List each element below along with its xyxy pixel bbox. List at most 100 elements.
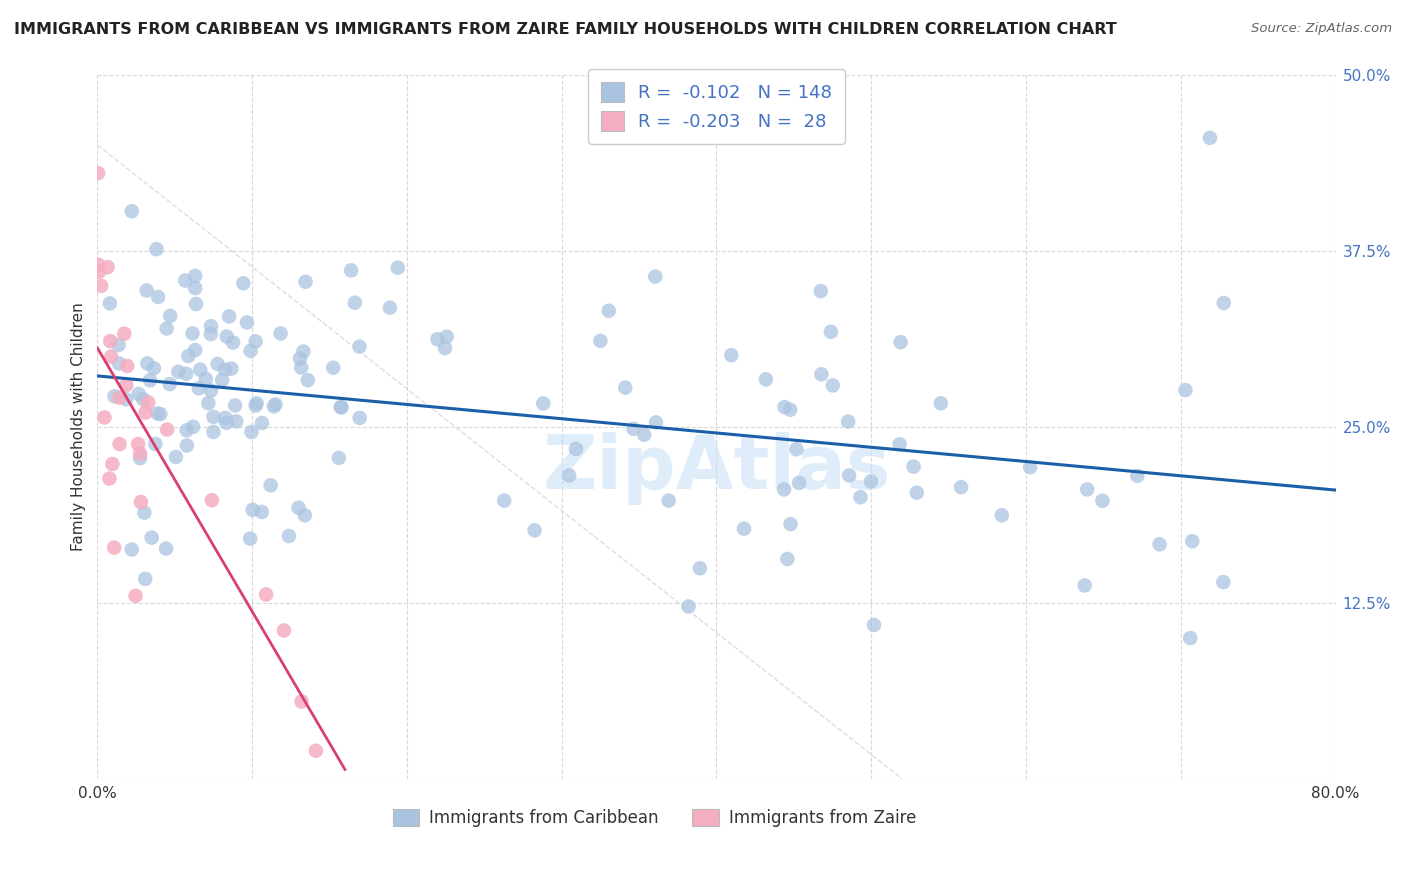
- Point: [689, 561, 711, 575]
- Point: [194, 372, 217, 386]
- Point: [184, 343, 207, 357]
- Point: [820, 325, 842, 339]
- Point: [134, 405, 156, 419]
- Point: [108, 391, 131, 405]
- Point: [136, 356, 159, 370]
- Point: [260, 478, 283, 492]
- Point: [176, 423, 198, 437]
- Point: [115, 378, 138, 392]
- Point: [785, 442, 807, 457]
- Point: [188, 362, 211, 376]
- Point: [197, 396, 219, 410]
- Point: [810, 368, 832, 382]
- Point: [246, 396, 269, 410]
- Point: [1181, 534, 1204, 549]
- Point: [755, 372, 778, 386]
- Point: [129, 495, 152, 509]
- Point: [589, 334, 612, 348]
- Point: [1212, 296, 1234, 310]
- Point: [294, 275, 316, 289]
- Point: [291, 694, 314, 708]
- Point: [349, 340, 371, 354]
- Point: [115, 392, 138, 407]
- Point: [202, 409, 225, 424]
- Point: [200, 319, 222, 334]
- Point: [890, 335, 912, 350]
- Point: [343, 295, 366, 310]
- Point: [87, 265, 110, 279]
- Point: [108, 437, 131, 451]
- Point: [950, 480, 973, 494]
- Point: [200, 326, 222, 341]
- Point: [1199, 131, 1222, 145]
- Point: [598, 303, 620, 318]
- Point: [623, 422, 645, 436]
- Point: [658, 493, 681, 508]
- Point: [733, 522, 755, 536]
- Point: [181, 326, 204, 341]
- Point: [863, 618, 886, 632]
- Point: [305, 744, 328, 758]
- Point: [378, 301, 401, 315]
- Point: [245, 334, 267, 349]
- Point: [176, 438, 198, 452]
- Point: [297, 373, 319, 387]
- Point: [1149, 537, 1171, 551]
- Point: [929, 396, 952, 410]
- Point: [98, 296, 121, 310]
- Point: [240, 425, 263, 439]
- Point: [112, 326, 135, 341]
- Point: [224, 398, 246, 412]
- Point: [156, 321, 179, 335]
- Point: [250, 416, 273, 430]
- Point: [90, 278, 112, 293]
- Point: [523, 524, 546, 538]
- Point: [558, 468, 581, 483]
- Point: [349, 410, 371, 425]
- Point: [165, 450, 187, 464]
- Point: [121, 542, 143, 557]
- Point: [146, 290, 169, 304]
- Point: [294, 508, 316, 523]
- Point: [174, 274, 197, 288]
- Point: [329, 400, 352, 414]
- Point: [565, 442, 588, 456]
- Point: [132, 392, 155, 407]
- Point: [837, 415, 859, 429]
- Point: [838, 468, 860, 483]
- Point: [1126, 468, 1149, 483]
- Point: [263, 400, 285, 414]
- Point: [177, 349, 200, 363]
- Point: [225, 414, 247, 428]
- Point: [128, 387, 150, 401]
- Point: [207, 357, 229, 371]
- Point: [187, 381, 209, 395]
- Point: [127, 437, 149, 451]
- Point: [644, 269, 666, 284]
- Point: [97, 260, 120, 274]
- Point: [1091, 493, 1114, 508]
- Point: [101, 457, 124, 471]
- Point: [146, 406, 169, 420]
- Point: [124, 589, 146, 603]
- Point: [201, 493, 224, 508]
- Point: [93, 410, 115, 425]
- Point: [117, 359, 139, 373]
- Point: [288, 351, 311, 366]
- Point: [779, 517, 801, 532]
- Point: [245, 399, 267, 413]
- Point: [200, 384, 222, 398]
- Point: [87, 258, 110, 272]
- Point: [184, 281, 207, 295]
- Point: [136, 395, 159, 409]
- Point: [322, 360, 344, 375]
- Point: [156, 423, 179, 437]
- Point: [98, 471, 121, 485]
- Point: [849, 490, 872, 504]
- Point: [889, 437, 911, 451]
- Point: [905, 485, 928, 500]
- Point: [236, 315, 259, 329]
- Point: [129, 447, 152, 461]
- Point: [103, 541, 125, 555]
- Point: [787, 475, 810, 490]
